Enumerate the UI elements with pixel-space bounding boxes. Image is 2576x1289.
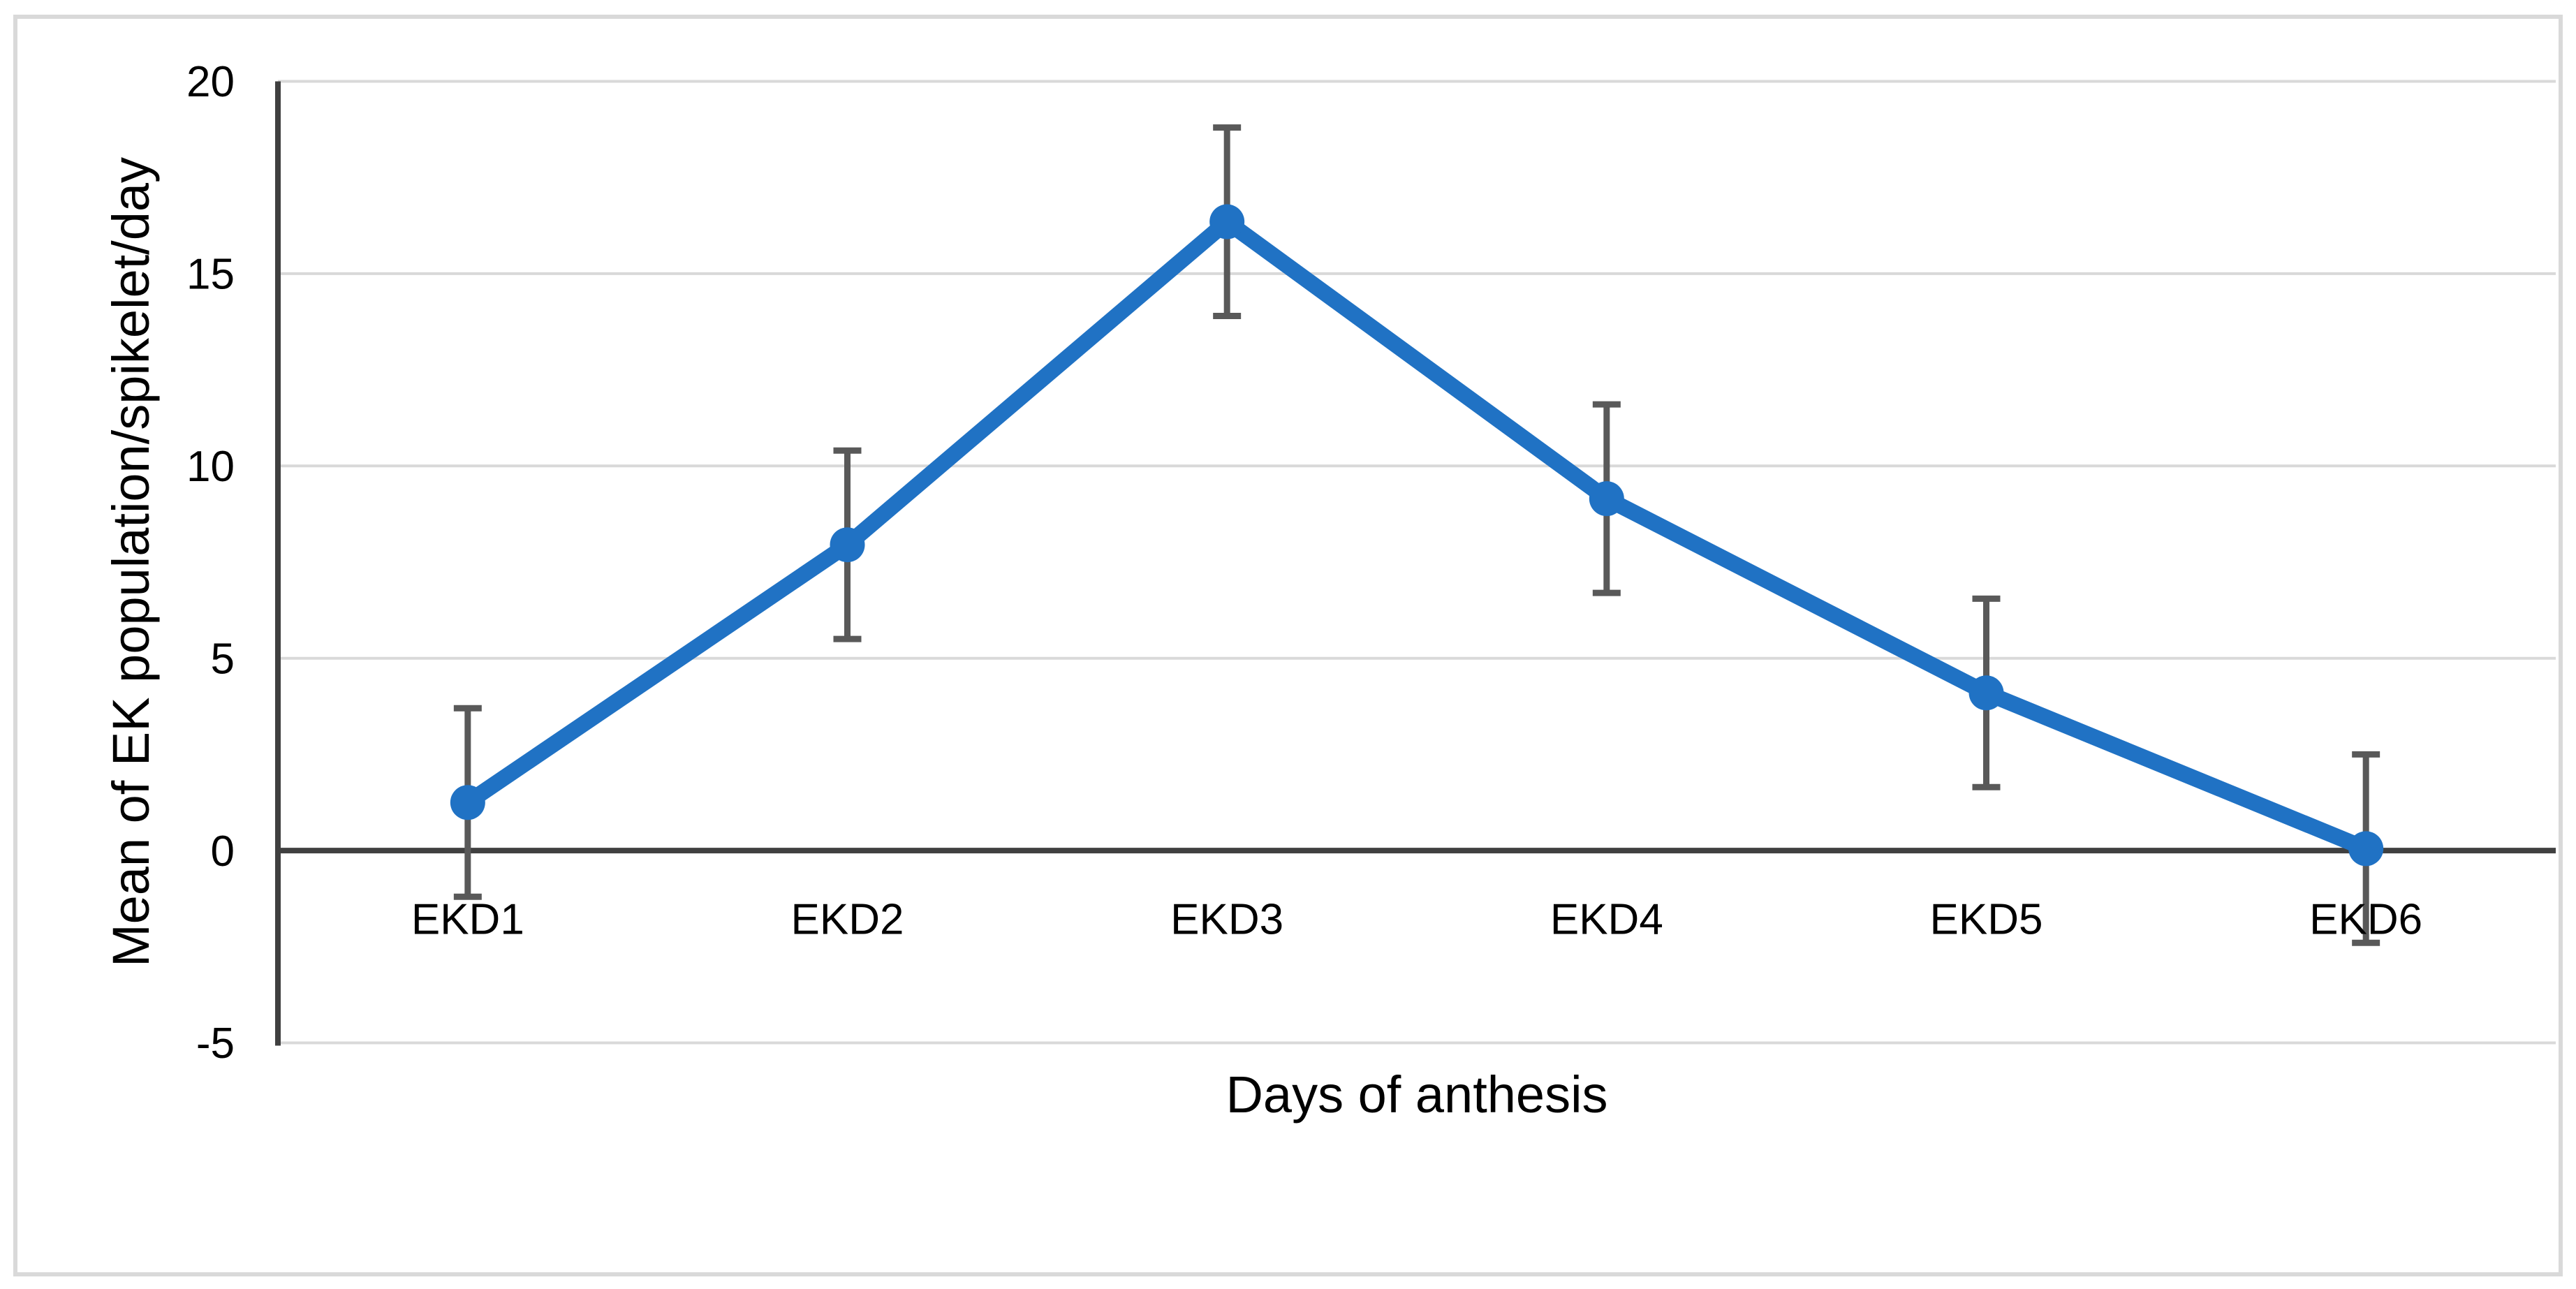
y-tick-label: 15: [186, 251, 235, 299]
x-tick-label: EKD2: [791, 896, 904, 944]
x-tick-label: EKD5: [1930, 896, 2043, 944]
x-axis-title: Days of anthesis: [1226, 1066, 1608, 1124]
x-axis-category-labels: EKD1 EKD2 EKD3 EKD4 EKD5 EKD6: [411, 896, 2422, 944]
figure-border: [13, 15, 2563, 1276]
series-line: [459, 214, 2374, 857]
y-axis-tick-labels: 20 15 10 5 0 -5: [186, 58, 235, 1068]
data-point-marker: [1968, 675, 2004, 711]
y-tick-label: 0: [211, 827, 235, 876]
y-tick-label: -5: [196, 1019, 235, 1068]
y-axis-title: Mean of EK population/spikelet/day: [102, 156, 160, 968]
data-point-marker: [1209, 204, 1245, 240]
data-point-marker: [830, 527, 865, 563]
x-tick-label: EKD6: [2309, 896, 2422, 944]
data-point-marker: [450, 785, 485, 820]
y-tick-label: 5: [211, 635, 235, 683]
error-bars: [453, 124, 2380, 946]
y-tick-label: 20: [186, 58, 235, 106]
axis-lines: [275, 81, 2556, 1046]
data-point-marker: [2348, 831, 2384, 867]
y-tick-label: 10: [186, 443, 235, 491]
x-tick-label: EKD4: [1550, 896, 1663, 944]
x-tick-label: EKD3: [1170, 896, 1283, 944]
x-tick-label: EKD1: [411, 896, 524, 944]
data-point-marker: [1589, 481, 1624, 517]
gridlines: [278, 80, 2556, 1045]
data-point-markers: [450, 204, 2384, 867]
